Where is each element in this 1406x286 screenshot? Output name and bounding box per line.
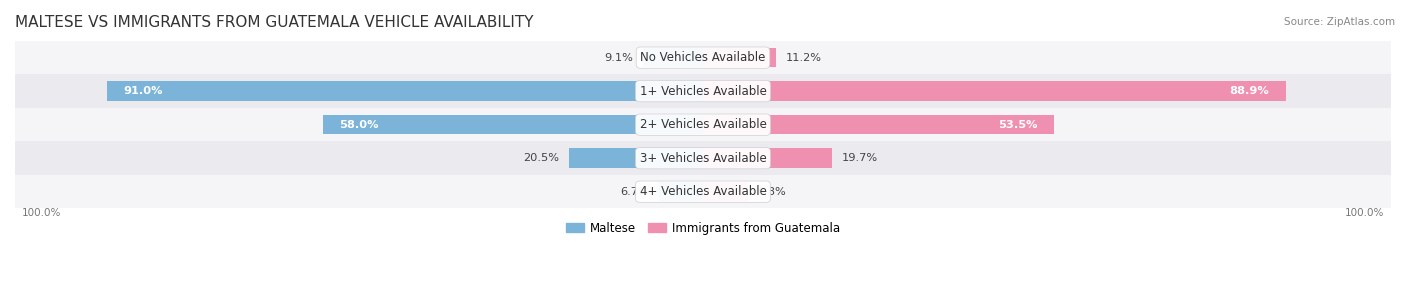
Text: 100.0%: 100.0% [21, 208, 60, 219]
Text: 20.5%: 20.5% [523, 153, 558, 163]
Text: No Vehicles Available: No Vehicles Available [640, 51, 766, 64]
Bar [703, 182, 748, 201]
Bar [568, 148, 703, 168]
Text: 88.9%: 88.9% [1229, 86, 1270, 96]
Text: Source: ZipAtlas.com: Source: ZipAtlas.com [1284, 17, 1395, 27]
Text: 1+ Vehicles Available: 1+ Vehicles Available [640, 85, 766, 98]
Bar [703, 148, 832, 168]
Bar [659, 182, 703, 201]
Bar [703, 48, 776, 67]
Text: 2+ Vehicles Available: 2+ Vehicles Available [640, 118, 766, 131]
Text: 3+ Vehicles Available: 3+ Vehicles Available [640, 152, 766, 165]
Text: 6.8%: 6.8% [758, 187, 786, 197]
Text: 6.7%: 6.7% [620, 187, 650, 197]
Bar [15, 175, 1391, 208]
Bar [15, 141, 1391, 175]
Bar [323, 115, 703, 134]
Text: 19.7%: 19.7% [842, 153, 877, 163]
Bar [703, 82, 1285, 101]
Text: 11.2%: 11.2% [786, 53, 823, 63]
Bar [107, 82, 703, 101]
Bar [15, 108, 1391, 141]
Legend: Maltese, Immigrants from Guatemala: Maltese, Immigrants from Guatemala [561, 217, 845, 239]
Text: 58.0%: 58.0% [339, 120, 378, 130]
Text: 9.1%: 9.1% [605, 53, 634, 63]
Bar [15, 74, 1391, 108]
Text: 53.5%: 53.5% [998, 120, 1038, 130]
Bar [644, 48, 703, 67]
Bar [15, 41, 1391, 74]
Bar [703, 115, 1053, 134]
Text: 4+ Vehicles Available: 4+ Vehicles Available [640, 185, 766, 198]
Text: 100.0%: 100.0% [1346, 208, 1385, 219]
Text: 91.0%: 91.0% [124, 86, 163, 96]
Text: MALTESE VS IMMIGRANTS FROM GUATEMALA VEHICLE AVAILABILITY: MALTESE VS IMMIGRANTS FROM GUATEMALA VEH… [15, 15, 533, 30]
